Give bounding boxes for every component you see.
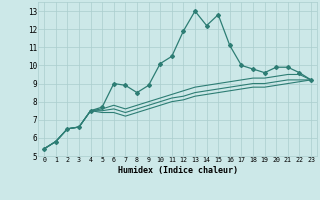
- X-axis label: Humidex (Indice chaleur): Humidex (Indice chaleur): [118, 166, 238, 175]
